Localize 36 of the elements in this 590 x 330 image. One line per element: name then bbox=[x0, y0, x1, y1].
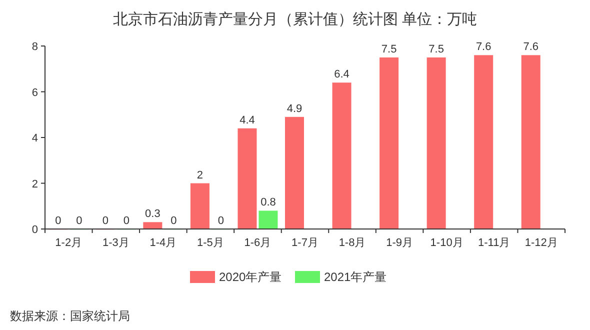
x-tick-label: 1-8月 bbox=[338, 237, 366, 249]
data-label: 2 bbox=[196, 169, 204, 182]
x-tick-label: 1-7月 bbox=[292, 237, 318, 249]
data-label: 7.5 bbox=[381, 43, 397, 56]
chart-title: 北京市石油沥青产量分月（累计值）统计图 单位：万吨 bbox=[112, 11, 478, 28]
y-tick-label: 2 bbox=[32, 178, 38, 190]
data-label: 4.4 bbox=[240, 114, 255, 126]
x-tick-label: 1-9月 bbox=[386, 237, 413, 249]
data-label: 0 bbox=[76, 215, 82, 227]
x-tick-label: 1-6月 bbox=[244, 237, 272, 249]
data-label: 0 bbox=[123, 215, 130, 227]
source-note: 数据来源：国家统计局 bbox=[10, 309, 130, 323]
data-label: 0 bbox=[102, 215, 108, 227]
legend-label: 2021年产量 bbox=[324, 270, 387, 284]
x-tick-label: 1-2月 bbox=[55, 237, 82, 249]
data-label: 0 bbox=[170, 215, 177, 227]
data-label: 7.6 bbox=[476, 41, 492, 54]
x-tick-label: 1-10月 bbox=[430, 237, 464, 249]
y-tick-label: 8 bbox=[32, 41, 38, 53]
x-tick-label: 1-5月 bbox=[197, 237, 224, 249]
data-label: 0.3 bbox=[145, 208, 160, 220]
data-label: 0 bbox=[218, 215, 224, 227]
x-tick-label: 1-11月 bbox=[478, 237, 510, 249]
legend-label: 2020年产量 bbox=[219, 270, 282, 284]
y-tick-label: 4 bbox=[32, 132, 38, 144]
data-label: 6.4 bbox=[334, 68, 350, 81]
data-label: 7.5 bbox=[428, 43, 444, 56]
x-tick-label: 1-3月 bbox=[102, 237, 130, 249]
data-label: 0 bbox=[55, 215, 62, 227]
data-label: 0.8 bbox=[260, 196, 276, 209]
x-tick-label: 1-12月 bbox=[524, 237, 558, 249]
data-label: 4.9 bbox=[286, 102, 302, 115]
y-tick-label: 0 bbox=[32, 224, 38, 236]
y-tick-label: 6 bbox=[32, 86, 38, 99]
x-tick-label: 1-4月 bbox=[150, 237, 177, 249]
data-label: 7.6 bbox=[523, 41, 539, 54]
